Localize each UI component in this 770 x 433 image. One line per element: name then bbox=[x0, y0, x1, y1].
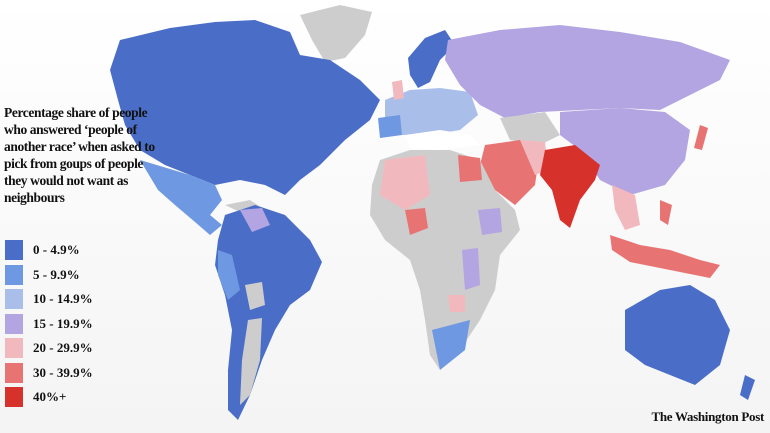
region-scandinavia bbox=[408, 30, 455, 88]
region-venezuela bbox=[240, 208, 270, 232]
legend-label: 5 - 9.9% bbox=[33, 266, 80, 282]
region-bolivia bbox=[245, 282, 265, 310]
legend-swatch bbox=[5, 240, 23, 261]
region-iran bbox=[520, 140, 548, 175]
legend-label: 10 - 14.9% bbox=[33, 291, 93, 307]
region-russia bbox=[445, 25, 730, 118]
region-greenland bbox=[300, 5, 372, 62]
legend-swatch bbox=[5, 338, 23, 359]
region-uk bbox=[392, 80, 404, 100]
legend-swatch bbox=[5, 264, 23, 285]
region-india bbox=[540, 145, 600, 228]
region-north-america bbox=[110, 20, 380, 195]
legend-swatch bbox=[5, 289, 23, 310]
legend-title: Percentage share of people who answered … bbox=[4, 105, 155, 205]
legend-swatch bbox=[5, 362, 23, 383]
legend-item: 20 - 29.9% bbox=[5, 336, 93, 361]
region-east-africa bbox=[462, 248, 480, 290]
region-southeast-asia bbox=[612, 185, 640, 230]
region-indonesia bbox=[610, 235, 720, 278]
legend: 0 - 4.9% 5 - 9.9% 10 - 14.9% 15 - 19.9% … bbox=[5, 238, 93, 410]
legend-item: 15 - 19.9% bbox=[5, 312, 93, 337]
legend-item: 30 - 39.9% bbox=[5, 361, 93, 386]
region-japan bbox=[694, 125, 708, 150]
region-china bbox=[560, 108, 690, 195]
region-egypt bbox=[458, 155, 482, 182]
region-spain bbox=[378, 115, 402, 138]
region-western-europe bbox=[385, 88, 478, 135]
region-zimbabwe bbox=[448, 295, 465, 312]
region-mexico bbox=[140, 160, 222, 235]
legend-item: 40%+ bbox=[5, 385, 93, 410]
region-philippines bbox=[660, 200, 672, 225]
source-credit: The Washington Post bbox=[651, 409, 764, 424]
region-ethiopia bbox=[478, 208, 502, 235]
region-peru bbox=[218, 250, 240, 300]
region-north-africa bbox=[380, 155, 430, 210]
legend-label: 20 - 29.9% bbox=[33, 340, 93, 356]
legend-item: 10 - 14.9% bbox=[5, 287, 93, 312]
region-south-africa bbox=[432, 320, 470, 370]
legend-label: 0 - 4.9% bbox=[33, 242, 80, 258]
region-south-america bbox=[215, 205, 322, 420]
region-nigeria bbox=[405, 208, 428, 235]
region-mediterranean-sea bbox=[405, 130, 480, 150]
legend-swatch bbox=[5, 387, 23, 408]
region-middle-east bbox=[480, 140, 540, 205]
legend-item: 5 - 9.9% bbox=[5, 263, 93, 288]
region-australia bbox=[625, 285, 730, 385]
legend-item: 0 - 4.9% bbox=[5, 238, 93, 263]
region-argentina bbox=[240, 318, 262, 405]
legend-swatch bbox=[5, 313, 23, 334]
legend-label: 40%+ bbox=[33, 389, 67, 405]
region-new-zealand bbox=[740, 375, 755, 400]
legend-label: 30 - 39.9% bbox=[33, 364, 93, 380]
legend-label: 15 - 19.9% bbox=[33, 315, 93, 331]
region-central-asia bbox=[500, 112, 560, 145]
